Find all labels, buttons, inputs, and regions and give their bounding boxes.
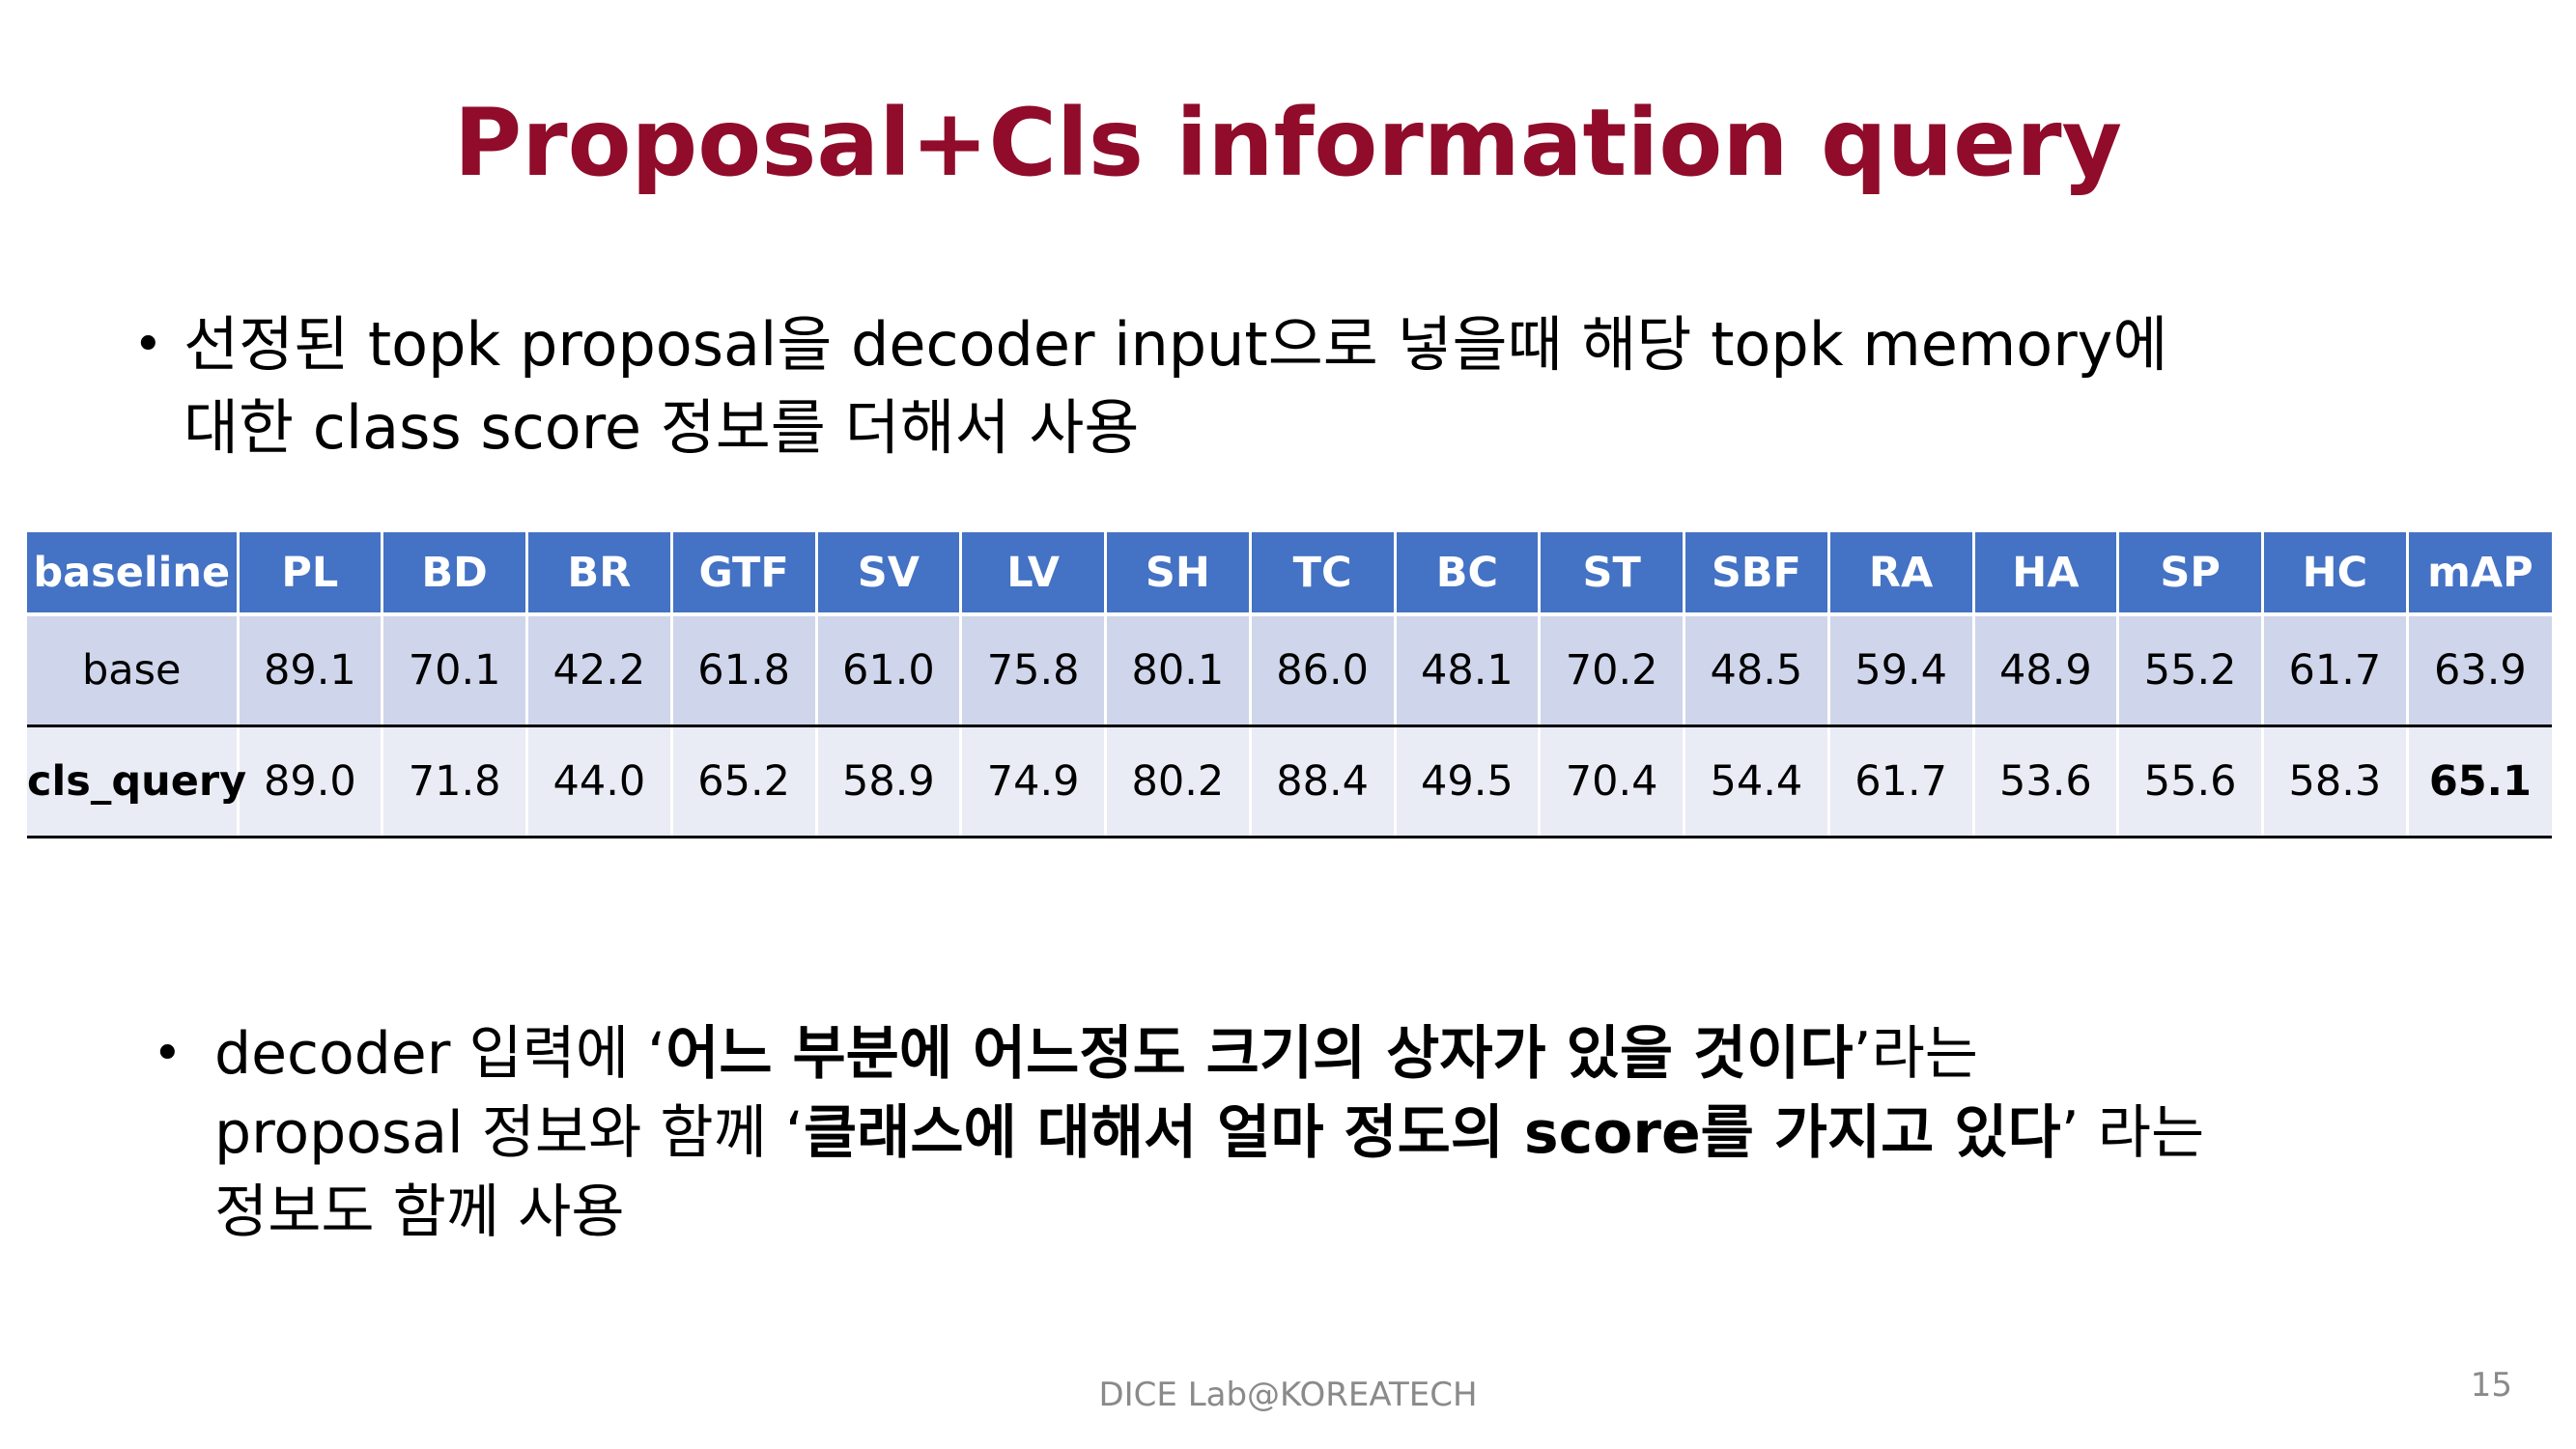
table-cell-map-best: 65.1: [2407, 725, 2552, 838]
table-cell: 65.2: [671, 725, 818, 838]
table-cell: 80.2: [1105, 725, 1252, 838]
header-cell-map: mAP: [2407, 532, 2552, 616]
header-cell-sp: SP: [2117, 532, 2264, 616]
header-cell-hc: HC: [2262, 532, 2409, 616]
table-cell: 58.9: [816, 725, 963, 838]
bullet-2-line-1-emphasis: 어느 부분에 어느정도 크기의 상자가 있을 것이다: [665, 1020, 1854, 1088]
header-cell-ha: HA: [1973, 532, 2120, 616]
table-cell: 70.1: [382, 614, 528, 727]
bullet-text-1: 선정된 topk proposal을 decoder input으로 넣을때 해…: [184, 303, 2413, 469]
header-cell-baseline: baseline: [27, 532, 240, 616]
table-cell: 70.4: [1539, 725, 1685, 838]
table-header-row: baseline PL BD BR GTF SV LV SH TC BC ST …: [27, 532, 2552, 616]
bullet-2-line-2-post: ’ 라는: [2060, 1099, 2205, 1167]
row-label: base: [27, 614, 240, 727]
bullet-text-2: decoder 입력에 ‘어느 부분에 어느정도 크기의 상자가 있을 것이다’…: [214, 1014, 2471, 1252]
bullet-2-line-1: decoder 입력에 ‘어느 부분에 어느정도 크기의 상자가 있을 것이다’…: [214, 1014, 2471, 1094]
header-cell-gtf: GTF: [671, 532, 818, 616]
bullet-2-line-1-post: ’라는: [1853, 1020, 1979, 1088]
page-number: 15: [2470, 1366, 2512, 1405]
table-cell: 42.2: [526, 614, 673, 727]
bullet-point-2: • decoder 입력에 ‘어느 부분에 어느정도 크기의 상자가 있을 것이…: [153, 1014, 2471, 1252]
bullet-2-line-1-pre: decoder 입력에 ‘: [214, 1020, 666, 1088]
table-cell: 48.9: [1973, 614, 2120, 727]
slide-title: Proposal+Cls information query: [453, 89, 2123, 197]
table-cell: 75.8: [960, 614, 1107, 727]
table-cell: 89.0: [238, 725, 384, 838]
table-row-base: base 89.1 70.1 42.2 61.8 61.0 75.8 80.1 …: [27, 614, 2552, 727]
table-cell: 48.1: [1395, 614, 1542, 727]
table-cell: 86.0: [1250, 614, 1397, 727]
header-cell-st: ST: [1539, 532, 1685, 616]
header-cell-br: BR: [526, 532, 673, 616]
bullet-2-line-3: 정보도 함께 사용: [214, 1179, 625, 1246]
header-cell-pl: PL: [238, 532, 384, 616]
table-cell: 59.4: [1828, 614, 1975, 727]
bullet-point-1: • 선정된 topk proposal을 decoder input으로 넣을때…: [133, 303, 2413, 469]
header-cell-sh: SH: [1105, 532, 1252, 616]
header-cell-lv: LV: [960, 532, 1107, 616]
table-row-cls-query: cls_query 89.0 71.8 44.0 65.2 58.9 74.9 …: [27, 725, 2552, 838]
header-cell-sbf: SBF: [1684, 532, 1830, 616]
table-cell: 89.1: [238, 614, 384, 727]
table-cell: 74.9: [960, 725, 1107, 838]
table-cell: 61.7: [1828, 725, 1975, 838]
table-cell: 49.5: [1395, 725, 1542, 838]
header-cell-ra: RA: [1828, 532, 1975, 616]
header-cell-tc: TC: [1250, 532, 1397, 616]
table-cell: 80.1: [1105, 614, 1252, 727]
table-cell: 55.6: [2117, 725, 2264, 838]
row-label: cls_query: [27, 725, 246, 838]
table-cell: 48.5: [1684, 614, 1830, 727]
table-cell: 44.0: [526, 725, 673, 838]
bullet-2-line-2-pre: proposal 정보와 함께 ‘: [214, 1099, 804, 1167]
table-cell: 53.6: [1973, 725, 2120, 838]
bullet-dot: •: [133, 316, 163, 374]
table-cell: 61.7: [2262, 614, 2409, 727]
header-cell-sv: SV: [816, 532, 963, 616]
table-cell-map: 63.9: [2407, 614, 2552, 727]
header-cell-bc: BC: [1395, 532, 1542, 616]
table-cell: 61.0: [816, 614, 963, 727]
table-cell: 54.4: [1684, 725, 1830, 838]
table-cell: 71.8: [382, 725, 528, 838]
table-cell: 58.3: [2262, 725, 2409, 838]
bullet-2-line-2: proposal 정보와 함께 ‘클래스에 대해서 얼마 정도의 score를 …: [214, 1094, 2471, 1173]
table-cell: 55.2: [2117, 614, 2264, 727]
bullet-2-line-2-emphasis: 클래스에 대해서 얼마 정도의 score를 가지고 있다: [803, 1099, 2061, 1167]
bullet-1-line-1: 선정된 topk proposal을 decoder input으로 넣을때 해…: [184, 309, 2168, 380]
slide-footer: DICE Lab@KOREATECH: [1098, 1376, 1478, 1414]
bullet-dot: •: [153, 1025, 183, 1083]
header-cell-bd: BD: [382, 532, 528, 616]
results-table: baseline PL BD BR GTF SV LV SH TC BC ST …: [27, 532, 2552, 838]
table-cell: 70.2: [1539, 614, 1685, 727]
table-cell: 88.4: [1250, 725, 1397, 838]
bullet-1-line-2: 대한 class score 정보를 더해서 사용: [184, 392, 1140, 463]
table-cell: 61.8: [671, 614, 818, 727]
